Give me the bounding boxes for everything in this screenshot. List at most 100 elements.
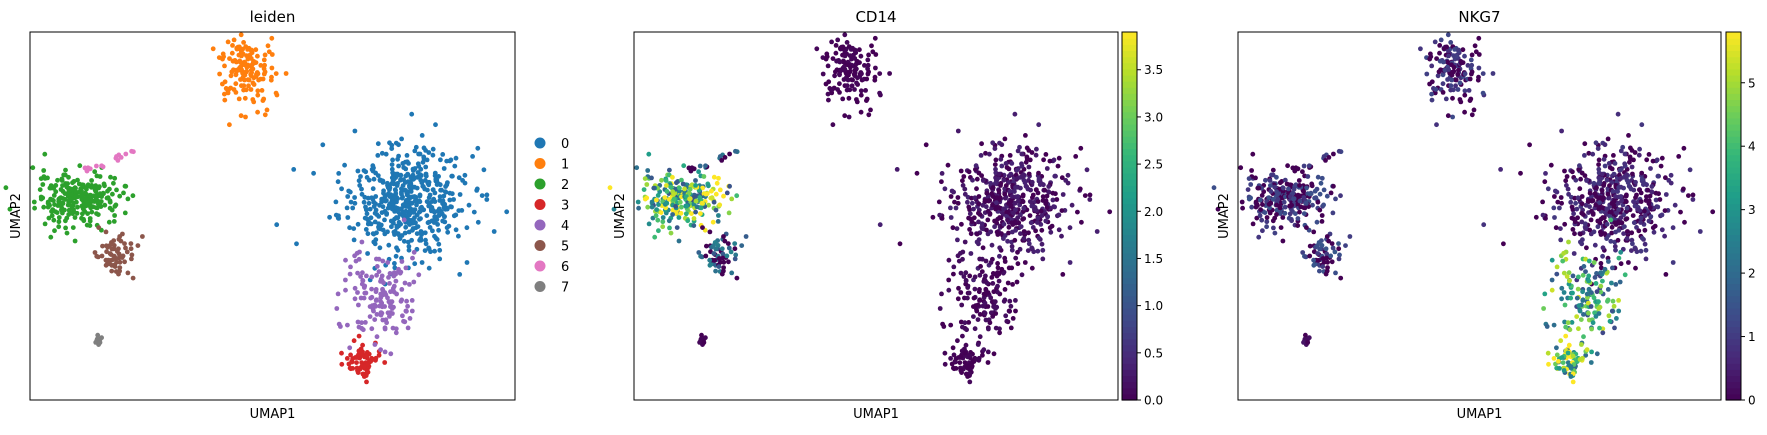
data-point xyxy=(400,313,405,319)
data-point xyxy=(1609,308,1615,314)
data-point xyxy=(347,225,352,231)
data-point xyxy=(401,238,407,244)
data-point xyxy=(1211,185,1217,191)
data-point xyxy=(696,169,701,175)
data-point xyxy=(930,214,936,220)
colorbar-segment xyxy=(1122,332,1137,340)
data-point xyxy=(651,185,657,191)
colorbar-segment xyxy=(1726,50,1741,58)
data-point xyxy=(404,298,409,304)
data-point xyxy=(1002,136,1008,142)
data-point xyxy=(382,326,388,332)
data-point xyxy=(380,227,386,233)
data-point xyxy=(1591,229,1597,235)
data-point xyxy=(436,213,442,219)
data-point xyxy=(96,201,102,206)
data-point xyxy=(1574,314,1580,319)
data-point xyxy=(1297,183,1302,188)
data-point xyxy=(369,195,374,201)
data-point xyxy=(1442,67,1448,73)
data-point xyxy=(1480,90,1486,96)
colorbar-segment xyxy=(1726,32,1741,39)
data-point xyxy=(269,74,274,80)
data-point xyxy=(955,296,961,302)
data-point xyxy=(1642,227,1648,233)
data-point xyxy=(114,187,119,193)
data-point xyxy=(255,53,260,59)
data-point xyxy=(1544,324,1550,329)
data-point xyxy=(1584,347,1590,353)
data-point xyxy=(347,345,353,351)
data-point xyxy=(374,212,380,217)
data-point xyxy=(379,278,385,284)
colorbar-segment xyxy=(1122,111,1137,119)
data-point xyxy=(1590,211,1596,216)
data-point xyxy=(42,151,48,157)
data-point xyxy=(93,195,99,200)
data-point xyxy=(1319,175,1325,181)
data-point xyxy=(1637,146,1642,152)
data-point xyxy=(1267,178,1273,183)
data-point xyxy=(382,217,387,223)
data-point xyxy=(92,169,98,175)
colorbar-segment xyxy=(1122,320,1137,327)
data-point xyxy=(350,205,356,211)
data-point xyxy=(1259,217,1265,223)
data-point xyxy=(1611,153,1616,158)
data-point xyxy=(432,215,438,221)
data-point xyxy=(1577,163,1582,169)
data-point xyxy=(1019,272,1025,278)
data-point xyxy=(401,217,407,223)
data-point xyxy=(359,186,364,192)
data-point xyxy=(689,211,694,217)
data-point xyxy=(1038,208,1044,214)
data-point xyxy=(1576,274,1581,280)
data-point xyxy=(400,161,406,166)
colorbar-segment xyxy=(1726,357,1741,364)
data-point xyxy=(243,114,248,120)
data-point xyxy=(1710,209,1716,215)
colorbar-segment xyxy=(1122,301,1137,309)
data-point xyxy=(420,159,426,165)
data-point xyxy=(646,151,652,157)
data-point xyxy=(385,310,391,316)
data-point xyxy=(1250,221,1256,227)
data-points xyxy=(1211,32,1716,385)
data-point xyxy=(1289,218,1294,224)
data-point xyxy=(1282,177,1288,183)
data-point xyxy=(965,199,970,205)
data-point xyxy=(1629,230,1635,236)
data-point xyxy=(402,280,408,286)
data-point xyxy=(363,227,369,232)
data-point xyxy=(1044,166,1050,171)
data-point xyxy=(242,62,247,68)
data-point xyxy=(1049,223,1055,229)
data-point xyxy=(1036,170,1041,176)
data-point xyxy=(1323,158,1328,163)
data-point xyxy=(698,205,704,211)
data-point xyxy=(981,295,987,300)
data-point xyxy=(425,199,431,205)
data-point xyxy=(386,242,392,248)
data-point xyxy=(682,186,687,192)
data-point xyxy=(1250,151,1256,157)
data-point xyxy=(1035,215,1041,221)
colorbar-segment xyxy=(1726,228,1741,235)
data-point xyxy=(112,175,118,181)
data-point xyxy=(231,37,237,43)
data-point xyxy=(399,287,405,292)
data-point xyxy=(980,245,986,251)
data-point xyxy=(401,318,406,324)
data-point xyxy=(433,176,439,182)
colorbar-segment xyxy=(1122,44,1137,51)
data-point xyxy=(1596,157,1602,163)
data-point xyxy=(720,255,726,261)
data-point xyxy=(374,264,380,269)
data-point xyxy=(1576,303,1582,309)
data-point xyxy=(403,265,409,271)
colorbar-segment xyxy=(1726,363,1741,370)
data-point xyxy=(452,163,458,169)
data-point xyxy=(1008,325,1014,331)
data-point xyxy=(1472,43,1478,49)
data-point xyxy=(1021,216,1027,222)
